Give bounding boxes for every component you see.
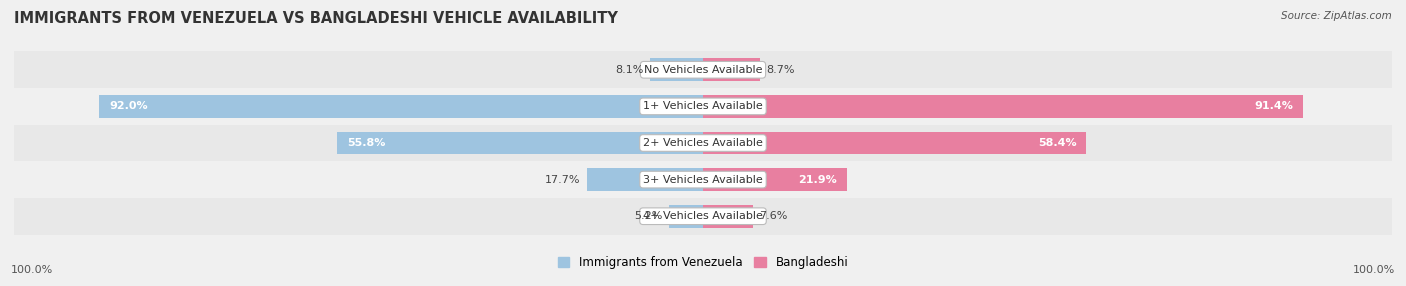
Text: 8.7%: 8.7% — [766, 65, 796, 75]
Bar — [0, 88, 1406, 125]
Text: 8.1%: 8.1% — [614, 65, 644, 75]
Bar — [669, 205, 703, 228]
Bar — [703, 132, 1087, 154]
Bar — [0, 125, 1406, 161]
Text: 58.4%: 58.4% — [1038, 138, 1077, 148]
Text: IMMIGRANTS FROM VENEZUELA VS BANGLADESHI VEHICLE AVAILABILITY: IMMIGRANTS FROM VENEZUELA VS BANGLADESHI… — [14, 11, 617, 26]
Bar — [703, 58, 761, 81]
Text: 55.8%: 55.8% — [347, 138, 385, 148]
Bar — [100, 95, 703, 118]
Bar — [0, 51, 1406, 88]
Text: 91.4%: 91.4% — [1254, 102, 1294, 111]
Bar — [703, 95, 1303, 118]
Text: 17.7%: 17.7% — [544, 175, 581, 184]
Text: No Vehicles Available: No Vehicles Available — [644, 65, 762, 75]
Text: 5.2%: 5.2% — [634, 211, 662, 221]
Text: 100.0%: 100.0% — [1353, 265, 1395, 275]
Bar — [0, 161, 1406, 198]
Text: 3+ Vehicles Available: 3+ Vehicles Available — [643, 175, 763, 184]
Text: Source: ZipAtlas.com: Source: ZipAtlas.com — [1281, 11, 1392, 21]
Legend: Immigrants from Venezuela, Bangladeshi: Immigrants from Venezuela, Bangladeshi — [558, 256, 848, 269]
Text: 21.9%: 21.9% — [799, 175, 837, 184]
Text: 2+ Vehicles Available: 2+ Vehicles Available — [643, 138, 763, 148]
Text: 1+ Vehicles Available: 1+ Vehicles Available — [643, 102, 763, 111]
Bar — [703, 168, 846, 191]
Bar — [586, 168, 703, 191]
Bar — [703, 205, 752, 228]
Bar — [650, 58, 703, 81]
Bar — [337, 132, 703, 154]
Text: 92.0%: 92.0% — [110, 102, 148, 111]
Text: 100.0%: 100.0% — [11, 265, 53, 275]
Text: 7.6%: 7.6% — [759, 211, 787, 221]
Text: 4+ Vehicles Available: 4+ Vehicles Available — [643, 211, 763, 221]
Bar — [0, 198, 1406, 235]
